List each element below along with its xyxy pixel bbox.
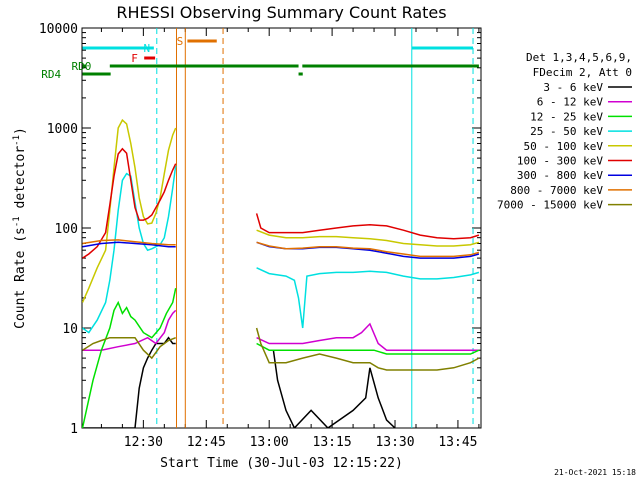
flag-label: S <box>177 35 184 48</box>
series-line-1 <box>82 336 396 428</box>
flag-label: N <box>143 42 150 55</box>
legend-label: 6 - 12 keV <box>537 96 604 109</box>
legend-label: 12 - 25 keV <box>530 110 603 123</box>
y-tick-label: 100 <box>55 222 78 237</box>
y-tick-label: 10 <box>62 322 78 337</box>
series-line-5 <box>82 118 480 303</box>
x-tick-label: 13:30 <box>375 435 414 450</box>
y-tick-label: 10000 <box>39 22 78 37</box>
legend-label: 25 - 50 keV <box>530 125 603 138</box>
flag-label: RD0 <box>71 60 91 73</box>
legend-label: 7000 - 15000 keV <box>497 199 603 212</box>
x-tick-label: 13:45 <box>438 435 477 450</box>
series-line-2 <box>82 309 479 351</box>
legend-title-line-1: Det 1,3,4,5,6,9, <box>526 51 632 64</box>
y-tick-label: 1 <box>70 422 78 437</box>
legend-label: 50 - 100 keV <box>524 140 604 153</box>
flag-label: F <box>131 52 138 65</box>
series-line-4 <box>82 165 480 334</box>
x-tick-label: 13:15 <box>313 435 352 450</box>
flag-label: RD4 <box>41 68 61 81</box>
series-line-3 <box>82 288 480 428</box>
x-tick-label: 12:30 <box>124 435 163 450</box>
legend-label: 100 - 300 keV <box>517 155 603 168</box>
legend-label: 300 - 800 keV <box>517 169 603 182</box>
y-axis-label: Count Rate (s-1 detector-1) <box>12 127 28 329</box>
x-tick-label: 13:00 <box>250 435 289 450</box>
legend-title-line-2: FDecim 2, Att 0 <box>533 66 632 79</box>
series-line-9 <box>82 327 480 371</box>
x-axis-label: Start Time (30-Jul-03 12:15:22) <box>160 456 403 471</box>
y-tick-label: 1000 <box>47 122 78 137</box>
legend-label: 3 - 6 keV <box>543 81 603 94</box>
series-line-6 <box>82 147 480 259</box>
plot-frame <box>81 27 482 429</box>
legend-label: 800 - 7000 keV <box>510 184 603 197</box>
series-line-8 <box>82 239 480 258</box>
timestamp: 21-Oct-2021 15:18 <box>554 468 636 477</box>
chart-title: RHESSI Observing Summary Count Rates <box>116 3 446 22</box>
x-tick-label: 12:45 <box>187 435 226 450</box>
